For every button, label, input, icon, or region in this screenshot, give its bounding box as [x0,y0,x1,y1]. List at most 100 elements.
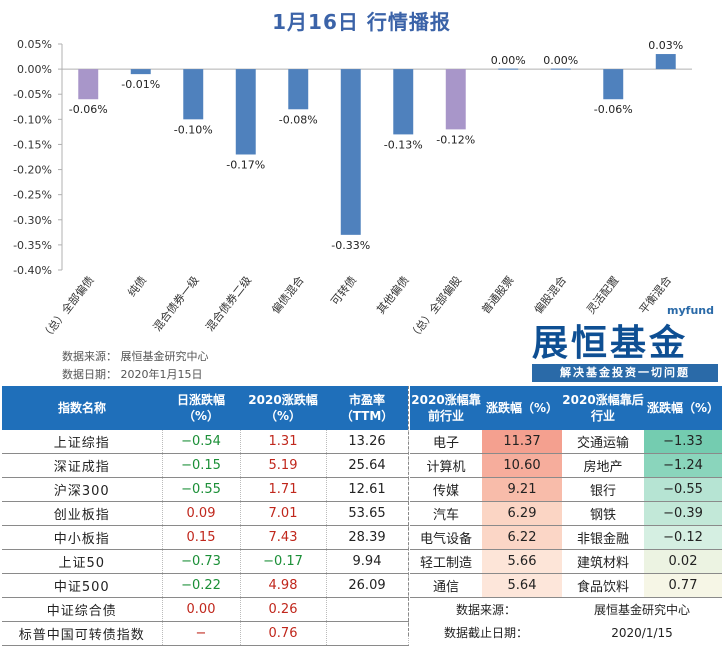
header-daily-change: 日涨跌幅（%） [162,386,240,430]
ytd-change-cell: 7.43 [240,525,327,550]
footer-source-label: 数据来源： [410,597,562,621]
index-row: 中证500 −0.22 4.98 26.09 [2,573,409,598]
top-industry-cell: 通信 [410,573,482,598]
bar [235,69,256,155]
bottom-change-cell: −0.39 [644,501,722,526]
top-change-cell: 6.29 [482,501,562,526]
y-tick-label: -0.25% [13,189,52,202]
bar-chart: 0.05% 0.00% -0.05% -0.10% -0.15% -0.20% -0.25%… [13,38,692,343]
industry-row: 计算机 10.60 房地产 −1.24 [410,453,722,478]
bar [340,69,361,235]
footer-date-row: 数据截止日期： 2020/1/15 [410,621,722,644]
index-row: 上证综指 −0.54 1.31 13.26 [2,430,409,454]
data-label: -0.06% [594,103,633,116]
pe-cell [326,621,409,646]
top-industry-cell: 传媒 [410,477,482,502]
bottom-industry-cell: 建筑材料 [562,549,644,574]
logo-wordmark: 展恒基金 [532,322,689,364]
ytd-change-cell: 0.76 [240,621,327,646]
bottom-industry-cell: 交通运输 [562,430,644,454]
footer-date-label: 数据截止日期： [410,621,562,644]
category-label: 混合债券二级 [202,273,254,334]
bar [183,69,204,120]
industry-table: 2020涨幅靠前行业 涨跌幅（%） 2020涨幅靠后行业 涨跌幅（%） 电子 11… [410,386,722,644]
index-name-cell: 中证500 [2,573,163,598]
daily-change-cell: −0.15 [162,453,241,478]
y-tick-label: -0.20% [13,164,52,177]
data-label: -0.13% [384,138,423,151]
index-row: 创业板指 0.09 7.01 53.65 [2,501,409,526]
top-change-cell: 5.66 [482,549,562,574]
bottom-industry-cell: 银行 [562,477,644,502]
header-ytd-change: 2020涨跌幅（%） [240,386,326,430]
data-label: -0.17% [226,158,265,171]
ytd-change-cell: 5.19 [240,453,327,478]
logo-myfund: myfund [667,304,714,317]
industry-row: 传媒 9.21 银行 −0.55 [410,477,722,502]
category-label: （总）全部偏债 [38,273,96,342]
ytd-change-cell: −0.17 [240,549,327,574]
pe-cell: 13.26 [326,430,409,454]
data-label: -0.08% [279,113,318,126]
ytd-change-cell: 4.98 [240,573,327,598]
chart-source: 数据来源： 展恒基金研究中心 [62,350,209,363]
data-label: 0.03% [648,39,683,52]
index-name-cell: 创业板指 [2,501,163,526]
top-industry-cell: 计算机 [410,453,482,478]
ytd-change-cell: 0.26 [240,597,327,622]
industry-row: 轻工制造 5.66 建筑材料 0.02 [410,549,722,574]
data-label: -0.06% [69,103,108,116]
data-label: -0.33% [331,239,370,252]
y-tick-label: -0.35% [13,239,52,252]
category-label: 普通股票 [478,273,516,316]
ytd-change-cell: 1.31 [240,430,327,454]
index-name-cell: 上证综指 [2,430,163,454]
industry-table-header: 2020涨幅靠前行业 涨跌幅（%） 2020涨幅靠后行业 涨跌幅（%） [410,386,722,430]
daily-change-cell: 0.00 [162,597,241,622]
top-change-cell: 5.64 [482,573,562,598]
daily-change-cell: −0.54 [162,430,241,454]
data-label: 0.00% [491,54,526,67]
header-top-change: 涨跌幅（%） [482,386,562,430]
index-row: 中证综合债 0.00 0.26 [2,597,409,622]
bar [498,68,519,70]
footer-source-row: 数据来源： 展恒基金研究中心 [410,597,722,621]
index-row: 深证成指 −0.15 5.19 25.64 [2,453,409,478]
header-index-name: 指数名称 [2,386,162,430]
index-table: 指数名称 日涨跌幅（%） 2020涨跌幅（%） 市盈率（TTM） 上证综指 −0.… [2,386,409,646]
bar [130,69,151,75]
index-name-cell: 上证50 [2,549,163,574]
industry-row: 电气设备 6.22 非银金融 −0.12 [410,525,722,550]
header-top-industry: 2020涨幅靠前行业 [410,386,482,430]
data-label: -0.10% [174,123,213,136]
bottom-change-cell: 0.77 [644,573,722,598]
daily-change-cell: −0.55 [162,477,241,502]
daily-change-cell: −0.22 [162,573,241,598]
bottom-industry-cell: 房地产 [562,453,644,478]
chart-date: 数据日期： 2020年1月15日 [62,368,203,381]
daily-change-cell: − [162,621,241,646]
top-change-cell: 6.22 [482,525,562,550]
index-row: 中小板指 0.15 7.43 28.39 [2,525,409,550]
y-tick-label: -0.10% [13,113,52,126]
top-industry-cell: 电子 [410,430,482,454]
top-change-cell: 9.21 [482,477,562,502]
bar [603,69,624,100]
bottom-change-cell: −0.55 [644,477,722,502]
bottom-industry-cell: 食品饮料 [562,573,644,598]
index-row: 标普中国可转债指数 −0.76 [2,621,409,646]
index-name-cell: 中证综合债 [2,597,163,622]
bar [550,68,571,70]
category-label: 偏债混合 [268,273,306,316]
bottom-industry-cell: 钢铁 [562,501,644,526]
y-tick-label: -0.40% [13,264,52,277]
pe-cell: 12.61 [326,477,409,502]
bottom-change-cell: 0.02 [644,549,722,574]
category-label: 可转债 [328,273,359,308]
bar [445,69,466,130]
category-label: 混合债券一级 [150,273,202,334]
footer-date-value: 2020/1/15 [562,621,722,644]
top-change-cell: 11.37 [482,430,562,454]
industry-row: 汽车 6.29 钢铁 −0.39 [410,501,722,526]
data-label: -0.01% [121,78,160,91]
